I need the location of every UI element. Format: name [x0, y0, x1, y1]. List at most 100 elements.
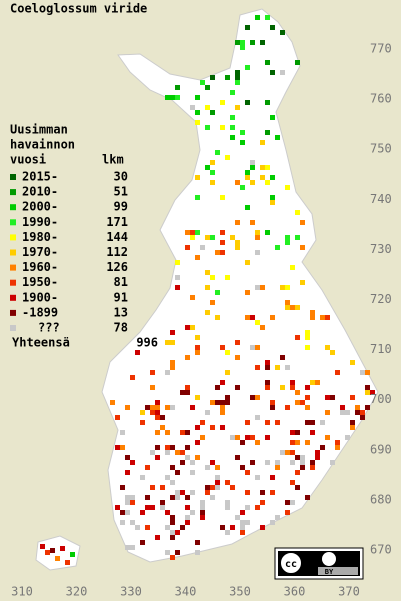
- cell: [245, 315, 250, 320]
- cell: [255, 285, 260, 290]
- cell: [170, 330, 175, 335]
- cell: [300, 400, 305, 405]
- cell: [40, 544, 45, 549]
- cell: [285, 235, 290, 240]
- cell: [140, 410, 145, 415]
- cell: [160, 500, 165, 505]
- cell: [280, 450, 285, 455]
- cell: [230, 115, 235, 120]
- cell: [170, 365, 175, 370]
- total-count: 996: [136, 336, 158, 350]
- cell: [285, 365, 290, 370]
- cell: [170, 360, 175, 365]
- cell: [225, 500, 230, 505]
- cell: [285, 305, 290, 310]
- cell: [245, 205, 250, 210]
- cell: [195, 110, 200, 115]
- y-axis-label: 720: [370, 292, 392, 306]
- legend-swatch: [10, 204, 16, 211]
- x-axis-label: 350: [229, 585, 251, 599]
- legend-count: 112: [106, 245, 128, 259]
- cell: [270, 490, 275, 495]
- cell: [220, 125, 225, 130]
- cell: [155, 400, 160, 405]
- x-axis-label: 370: [338, 585, 360, 599]
- cell: [170, 480, 175, 485]
- legend-label: ???: [38, 321, 60, 335]
- cell: [175, 450, 180, 455]
- cell: [240, 140, 245, 145]
- cell: [225, 395, 230, 400]
- title: Coeloglossum viride: [10, 2, 147, 16]
- cell: [250, 220, 255, 225]
- cell: [260, 175, 265, 180]
- cell: [295, 440, 300, 445]
- cell: [265, 365, 270, 370]
- cell: [50, 548, 55, 553]
- cell: [195, 395, 200, 400]
- cell: [195, 175, 200, 180]
- cell: [250, 345, 255, 350]
- cell: [160, 425, 165, 430]
- cell: [300, 220, 305, 225]
- cell: [185, 495, 190, 500]
- cell: [185, 230, 190, 235]
- cell: [195, 440, 200, 445]
- cell: [190, 230, 195, 235]
- cell: [240, 510, 245, 515]
- cell: [195, 95, 200, 100]
- cell: [120, 445, 125, 450]
- cell: [245, 100, 250, 105]
- cell: [225, 75, 230, 80]
- cell: [120, 430, 125, 435]
- cell: [180, 460, 185, 465]
- cell: [190, 405, 195, 410]
- cell: [210, 110, 215, 115]
- legend-label: 1980-: [22, 230, 58, 244]
- cell: [155, 410, 160, 415]
- cell: [150, 370, 155, 375]
- cell: [300, 280, 305, 285]
- cell: [355, 410, 360, 415]
- cell: [265, 420, 270, 425]
- cell: [235, 240, 240, 245]
- cell: [225, 530, 230, 535]
- cell: [125, 545, 130, 550]
- cell: [245, 170, 250, 175]
- cell: [310, 460, 315, 465]
- legend-label: 1900-: [22, 290, 58, 304]
- cell: [205, 105, 210, 110]
- cell: [260, 500, 265, 505]
- cell: [335, 370, 340, 375]
- cell: [295, 485, 300, 490]
- cell: [300, 245, 305, 250]
- cell: [70, 552, 75, 557]
- cell: [45, 550, 50, 555]
- by-text: BY: [325, 568, 334, 576]
- cell: [180, 490, 185, 495]
- cell: [210, 170, 215, 175]
- cell: [140, 475, 145, 480]
- cell: [285, 240, 290, 245]
- legend-label: 2000-: [22, 200, 58, 214]
- cell: [195, 195, 200, 200]
- cell: [170, 445, 175, 450]
- cell: [130, 545, 135, 550]
- cell: [270, 200, 275, 205]
- cell: [255, 475, 260, 480]
- cell: [340, 405, 345, 410]
- cell: [330, 395, 335, 400]
- cell: [240, 525, 245, 530]
- legend-swatch: [10, 174, 16, 180]
- cell: [180, 525, 185, 530]
- cell: [310, 315, 315, 320]
- cell: [215, 400, 220, 405]
- cell: [200, 515, 205, 520]
- y-axis-label: 730: [370, 242, 392, 256]
- cell: [255, 395, 260, 400]
- cell: [160, 415, 165, 420]
- cell: [245, 470, 250, 475]
- cell: [230, 485, 235, 490]
- cell: [180, 430, 185, 435]
- cell: [260, 325, 265, 330]
